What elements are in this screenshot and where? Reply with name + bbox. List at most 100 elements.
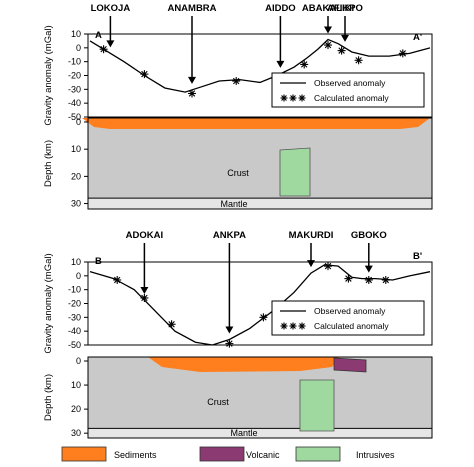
location-arrow-head bbox=[341, 34, 349, 42]
crust-layer bbox=[88, 118, 432, 199]
legend-star-swatch-stroke bbox=[281, 95, 287, 101]
depth-tick-label: 10 bbox=[71, 144, 81, 154]
y-tick-label: -50 bbox=[68, 340, 81, 350]
mantle-label: Mantle bbox=[230, 428, 257, 438]
calculated-anomaly-point bbox=[364, 275, 373, 284]
depth-tick-label: 20 bbox=[71, 404, 81, 414]
mantle-label: Mantle bbox=[220, 199, 247, 209]
gravity-axis-label: Gravity anomaly (mGal) bbox=[43, 253, 54, 353]
location-label: ADOKAI bbox=[126, 230, 163, 241]
calculated-anomaly-point bbox=[99, 45, 108, 54]
y-tick-label: 10 bbox=[71, 257, 81, 267]
legend-observed-label: Observed anomaly bbox=[314, 78, 386, 88]
legend-star-swatch-stroke bbox=[299, 323, 305, 329]
calculated-anomaly-point-stroke bbox=[141, 70, 148, 78]
calculated-anomaly-point-stroke bbox=[338, 47, 345, 54]
calculated-anomaly-point bbox=[324, 262, 332, 271]
calculated-anomaly-point bbox=[300, 60, 309, 69]
profile-start-label: A bbox=[95, 30, 102, 41]
legend-star-swatch bbox=[289, 94, 297, 102]
crust-label: Crust bbox=[207, 397, 229, 407]
depth-tick-label: 0 bbox=[76, 117, 81, 127]
calculated-anomaly-point bbox=[344, 274, 353, 283]
y-tick-label: -10 bbox=[68, 57, 81, 67]
location-label: ANAMBRA bbox=[167, 3, 216, 14]
depth-tick-label: 30 bbox=[71, 199, 81, 209]
profile-b-panel: 10 0 -10 -20 -30 -40 -50 Gravity anomaly (mGal)… bbox=[43, 230, 433, 439]
legend-label-volcanic: Volcanic bbox=[246, 450, 280, 460]
calculated-anomaly-point-stroke bbox=[324, 41, 332, 49]
legend-calculated-label: Calculated anomaly bbox=[314, 321, 389, 331]
calculated-anomaly-point bbox=[381, 275, 390, 284]
depth-tick-label: 0 bbox=[76, 356, 81, 366]
legend-star-swatch bbox=[280, 322, 288, 330]
calculated-anomaly-point-stroke bbox=[355, 57, 362, 64]
location-label: ANKPA bbox=[213, 230, 246, 241]
crust-label: Crust bbox=[227, 168, 249, 178]
legend-star-swatch-stroke bbox=[290, 323, 296, 329]
calculated-anomaly-point-stroke bbox=[168, 321, 175, 328]
legend-label-intrusives: Intrusives bbox=[356, 450, 395, 460]
depth-tick-label: 30 bbox=[71, 428, 81, 438]
calculated-anomaly-point-stroke bbox=[113, 276, 121, 284]
y-tick-label: -30 bbox=[68, 312, 81, 322]
section-frame bbox=[87, 117, 433, 210]
y-tick-label: -30 bbox=[68, 84, 81, 94]
legend-star-swatch-stroke bbox=[281, 323, 287, 329]
y-tick-label: -50 bbox=[68, 112, 81, 122]
depth-axis-label: Depth (km) bbox=[43, 374, 54, 421]
depth-tick-label: 10 bbox=[71, 380, 81, 390]
calculated-anomaly-point bbox=[398, 49, 407, 58]
calculated-anomaly-point-stroke bbox=[382, 276, 390, 284]
y-tick-label: -20 bbox=[68, 299, 81, 309]
location-label: ABAKALIKI bbox=[302, 3, 354, 14]
legend-star-swatch bbox=[298, 94, 306, 102]
y-tick-label: -10 bbox=[68, 285, 81, 295]
location-label: AFIKPO bbox=[327, 3, 363, 14]
intrusive-body bbox=[279, 147, 311, 197]
location-label: GBOKO bbox=[351, 230, 387, 241]
calculated-anomaly-point-stroke bbox=[232, 77, 240, 85]
y-tick-label: 10 bbox=[71, 29, 81, 39]
gravity-legend-box bbox=[271, 300, 425, 336]
mantle-layer bbox=[88, 428, 432, 438]
calculated-anomaly-point-stroke bbox=[141, 294, 148, 302]
legend-star-swatch bbox=[289, 322, 297, 330]
location-label: AIDDO bbox=[265, 3, 296, 14]
calculated-anomaly-point bbox=[167, 320, 176, 329]
y-tick-label: -20 bbox=[68, 71, 81, 81]
y-tick-label: -40 bbox=[68, 98, 81, 108]
calculated-anomaly-point-stroke bbox=[399, 50, 407, 57]
profile-a-panel: 10 0 -10 -20 -30 -40 -50 Gravity anomaly (mGal)… bbox=[43, 3, 433, 210]
legend-star-swatch-stroke bbox=[290, 95, 296, 101]
location-arrow-head bbox=[225, 326, 234, 334]
legend-swatch-sediments bbox=[61, 446, 107, 462]
profile-end-label: A' bbox=[413, 32, 422, 43]
calculated-anomaly-point-stroke bbox=[226, 340, 233, 347]
calculated-anomaly-point-stroke bbox=[100, 45, 107, 53]
calculated-anomaly-point-stroke bbox=[324, 262, 332, 270]
intrusive-body bbox=[299, 379, 335, 432]
calculated-anomaly-point bbox=[113, 275, 122, 284]
y-tick-label: 0 bbox=[76, 271, 81, 281]
sediment-basin bbox=[82, 118, 430, 129]
location-arrow-head bbox=[140, 287, 149, 295]
section-frame bbox=[87, 356, 433, 439]
calculated-anomaly-point bbox=[140, 293, 149, 302]
legend-star-swatch-stroke bbox=[299, 95, 305, 101]
calculated-anomaly-point bbox=[337, 46, 346, 55]
calculated-anomaly-point bbox=[354, 56, 363, 65]
location-label: MAKURDI bbox=[289, 230, 334, 241]
calculated-anomaly-point-stroke bbox=[300, 61, 308, 68]
location-label: LOKOJA bbox=[91, 3, 131, 14]
calculated-anomaly-point-stroke bbox=[345, 275, 352, 282]
gravity-axis-label: Gravity anomaly (mGal) bbox=[43, 25, 54, 125]
location-arrow-head bbox=[106, 40, 115, 48]
location-arrow-head bbox=[324, 26, 332, 34]
calculated-anomaly-point-stroke bbox=[188, 90, 196, 97]
y-tick-label: -40 bbox=[68, 326, 81, 336]
legend-calculated-label: Calculated anomaly bbox=[314, 93, 389, 103]
lithology-legend: Sediments Volcanic Intrusives bbox=[61, 446, 395, 462]
location-arrow-head bbox=[188, 76, 196, 84]
calculated-anomaly-point bbox=[232, 77, 241, 86]
